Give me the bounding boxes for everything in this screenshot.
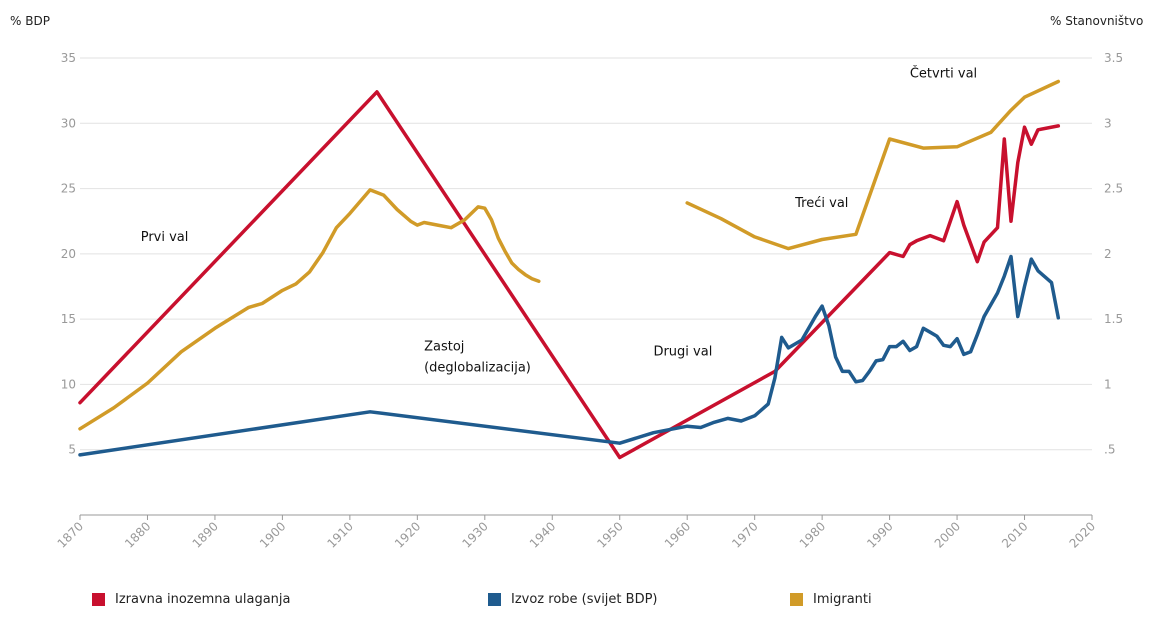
- legend-label-exports: Izvoz robe (svijet BDP): [511, 592, 658, 607]
- x-axis: 1870 1880 1890 1900 1910 1920 1930 1940 1950 1960…: [55, 514, 1098, 551]
- legend-item-fdi: Izravna inozemna ulaganja: [92, 592, 290, 607]
- y-tick-label-right: 1.5: [1104, 312, 1123, 326]
- annotations: Prvi val Zastoj (deglobalizacija) Drugi val…: [141, 66, 977, 376]
- right-y-ticks: .5 1 1.5 2 2.5 3 3.5: [1104, 51, 1123, 457]
- y-tick-label-right: 3.5: [1104, 51, 1123, 65]
- annotation: (deglobalizacija): [424, 360, 531, 375]
- x-tick-label: 1890: [190, 519, 221, 550]
- x-tick-label: 1950: [594, 519, 625, 550]
- legend-swatch-immigrants: [790, 593, 803, 606]
- annotation: Četvrti val: [910, 66, 977, 82]
- legend-item-immigrants: Imigranti: [790, 592, 872, 607]
- legend-swatch-exports: [488, 593, 501, 606]
- x-tick-label: 1990: [864, 519, 895, 550]
- annotation: Zastoj: [424, 339, 464, 354]
- series-lines: [78, 79, 1061, 460]
- x-tick-label: 2020: [1067, 519, 1098, 550]
- line-exports: [78, 254, 1061, 457]
- x-tick-label: 1980: [797, 519, 828, 550]
- x-tick-label: 1930: [459, 519, 490, 550]
- y-tick-label-left: 30: [61, 116, 76, 130]
- annotation: Treći val: [794, 196, 848, 211]
- y-tick-label-right: 2.5: [1104, 182, 1123, 196]
- y-tick-label-left: 5: [68, 443, 76, 457]
- y-tick-label-right: .5: [1104, 443, 1115, 457]
- right-axis-title: % Stanovništvo: [1050, 14, 1144, 28]
- line-fdi: [78, 90, 1061, 460]
- legend-swatch-fdi: [92, 593, 105, 606]
- y-tick-label-right: 3: [1104, 116, 1112, 130]
- line-immigrants: [78, 188, 541, 431]
- legend-label-immigrants: Imigranti: [813, 592, 872, 607]
- y-tick-label-left: 15: [61, 312, 76, 326]
- x-tick-label: 1960: [662, 519, 693, 550]
- y-tick-label-left: 35: [61, 51, 76, 65]
- x-tick-label: 1900: [257, 519, 288, 550]
- y-tick-label-right: 1: [1104, 377, 1112, 391]
- gridlines: [80, 57, 1092, 451]
- left-y-ticks: 5 10 15 20 25 30 35: [61, 51, 76, 457]
- x-tick-label: 1880: [122, 519, 153, 550]
- x-tick-label: 2000: [932, 519, 963, 550]
- legend-item-exports: Izvoz robe (svijet BDP): [488, 592, 658, 607]
- x-tick-label: 1910: [324, 519, 355, 550]
- y-tick-label-left: 20: [61, 247, 76, 261]
- x-tick-label: 2010: [999, 519, 1030, 550]
- annotation: Prvi val: [141, 230, 189, 245]
- y-tick-label-right: 2: [1104, 247, 1112, 261]
- x-tick-label: 1940: [527, 519, 558, 550]
- legend-label-fdi: Izravna inozemna ulaganja: [115, 592, 291, 607]
- x-tick-label: 1970: [729, 519, 760, 550]
- line-immigrants: [685, 79, 1061, 251]
- left-axis-title: % BDP: [10, 14, 50, 28]
- y-tick-label-left: 10: [61, 377, 76, 391]
- x-tick-label: 1870: [55, 519, 86, 550]
- x-tick-label: 1920: [392, 519, 423, 550]
- y-tick-label-left: 25: [61, 182, 76, 196]
- annotation: Drugi val: [653, 345, 712, 360]
